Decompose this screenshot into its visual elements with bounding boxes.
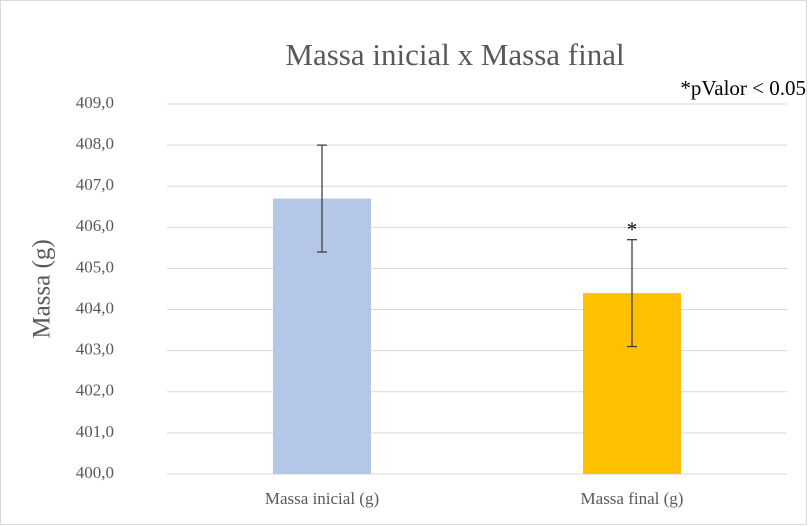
y-tick-label: 402,0 xyxy=(76,381,114,400)
y-tick-label: 400,0 xyxy=(76,463,114,482)
y-tick-label: 407,0 xyxy=(76,175,114,194)
y-tick-label: 408,0 xyxy=(76,134,114,153)
y-tick-label: 405,0 xyxy=(76,257,114,276)
y-tick-label: 409,0 xyxy=(76,93,114,112)
y-axis-label: Massa (g) xyxy=(29,239,56,338)
error-bar xyxy=(627,239,637,348)
x-tick-label: Massa final (g) xyxy=(581,489,684,508)
y-tick-label: 403,0 xyxy=(76,340,114,359)
y-tick-label: 404,0 xyxy=(76,298,114,317)
x-tick-label: Massa inicial (g) xyxy=(265,489,379,508)
y-tick-label: 406,0 xyxy=(76,216,114,235)
error-bar xyxy=(317,144,327,253)
significance-mark: * xyxy=(627,217,638,241)
annotation: *pValor < 0.05 xyxy=(680,76,806,100)
chart-title: Massa inicial x Massa final xyxy=(285,37,624,72)
y-tick-label: 401,0 xyxy=(76,422,114,441)
